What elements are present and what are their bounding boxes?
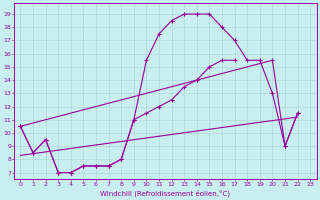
X-axis label: Windchill (Refroidissement éolien,°C): Windchill (Refroidissement éolien,°C) xyxy=(100,189,230,197)
